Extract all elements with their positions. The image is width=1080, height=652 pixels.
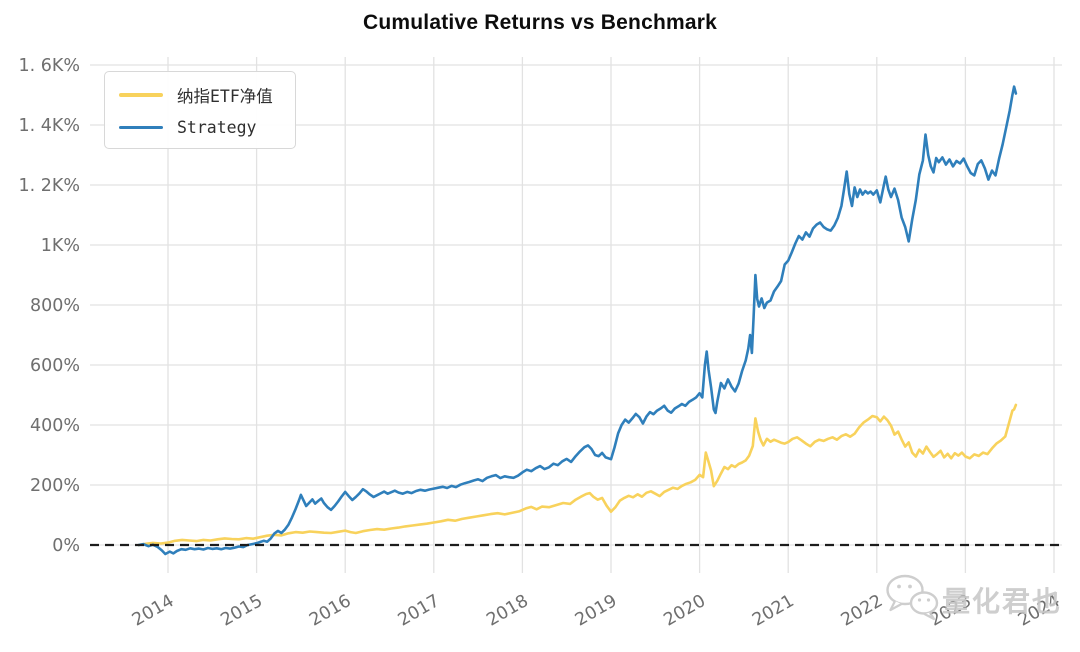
watermark-text: 量化君也: [942, 584, 1063, 618]
svg-text:0%: 0%: [52, 536, 80, 556]
svg-text:2015: 2015: [218, 591, 267, 631]
svg-text:2021: 2021: [749, 591, 798, 631]
svg-text:2017: 2017: [395, 591, 444, 631]
svg-text:400%: 400%: [30, 416, 80, 436]
svg-text:2016: 2016: [306, 591, 355, 631]
svg-text:1. 4K%: 1. 4K%: [19, 116, 81, 136]
svg-text:2018: 2018: [483, 591, 532, 631]
svg-text:2014: 2014: [129, 591, 178, 631]
svg-text:2022: 2022: [838, 591, 887, 631]
watermark: 量化君也: [884, 573, 1062, 626]
legend-label-nasdaq-etf: 纳指ETF净值: [177, 87, 273, 106]
legend-swatch-strategy: [119, 125, 163, 130]
legend-swatch-nasdaq-etf: [119, 93, 163, 97]
wechat-icon: [884, 573, 940, 626]
svg-text:200%: 200%: [30, 476, 80, 496]
legend-item-nasdaq-etf: 纳指ETF净值: [119, 83, 273, 107]
svg-text:800%: 800%: [30, 296, 80, 316]
svg-text:2020: 2020: [661, 591, 710, 631]
svg-text:1K%: 1K%: [41, 236, 80, 256]
svg-text:1. 6K%: 1. 6K%: [19, 56, 81, 76]
svg-text:2019: 2019: [572, 591, 621, 631]
legend: 纳指ETF净值 Strategy: [104, 71, 296, 149]
svg-text:600%: 600%: [30, 356, 80, 376]
legend-item-strategy: Strategy: [119, 118, 273, 137]
chart-title: Cumulative Returns vs Benchmark: [363, 11, 717, 34]
svg-text:1. 2K%: 1. 2K%: [19, 176, 81, 196]
legend-label-strategy: Strategy: [177, 118, 257, 137]
